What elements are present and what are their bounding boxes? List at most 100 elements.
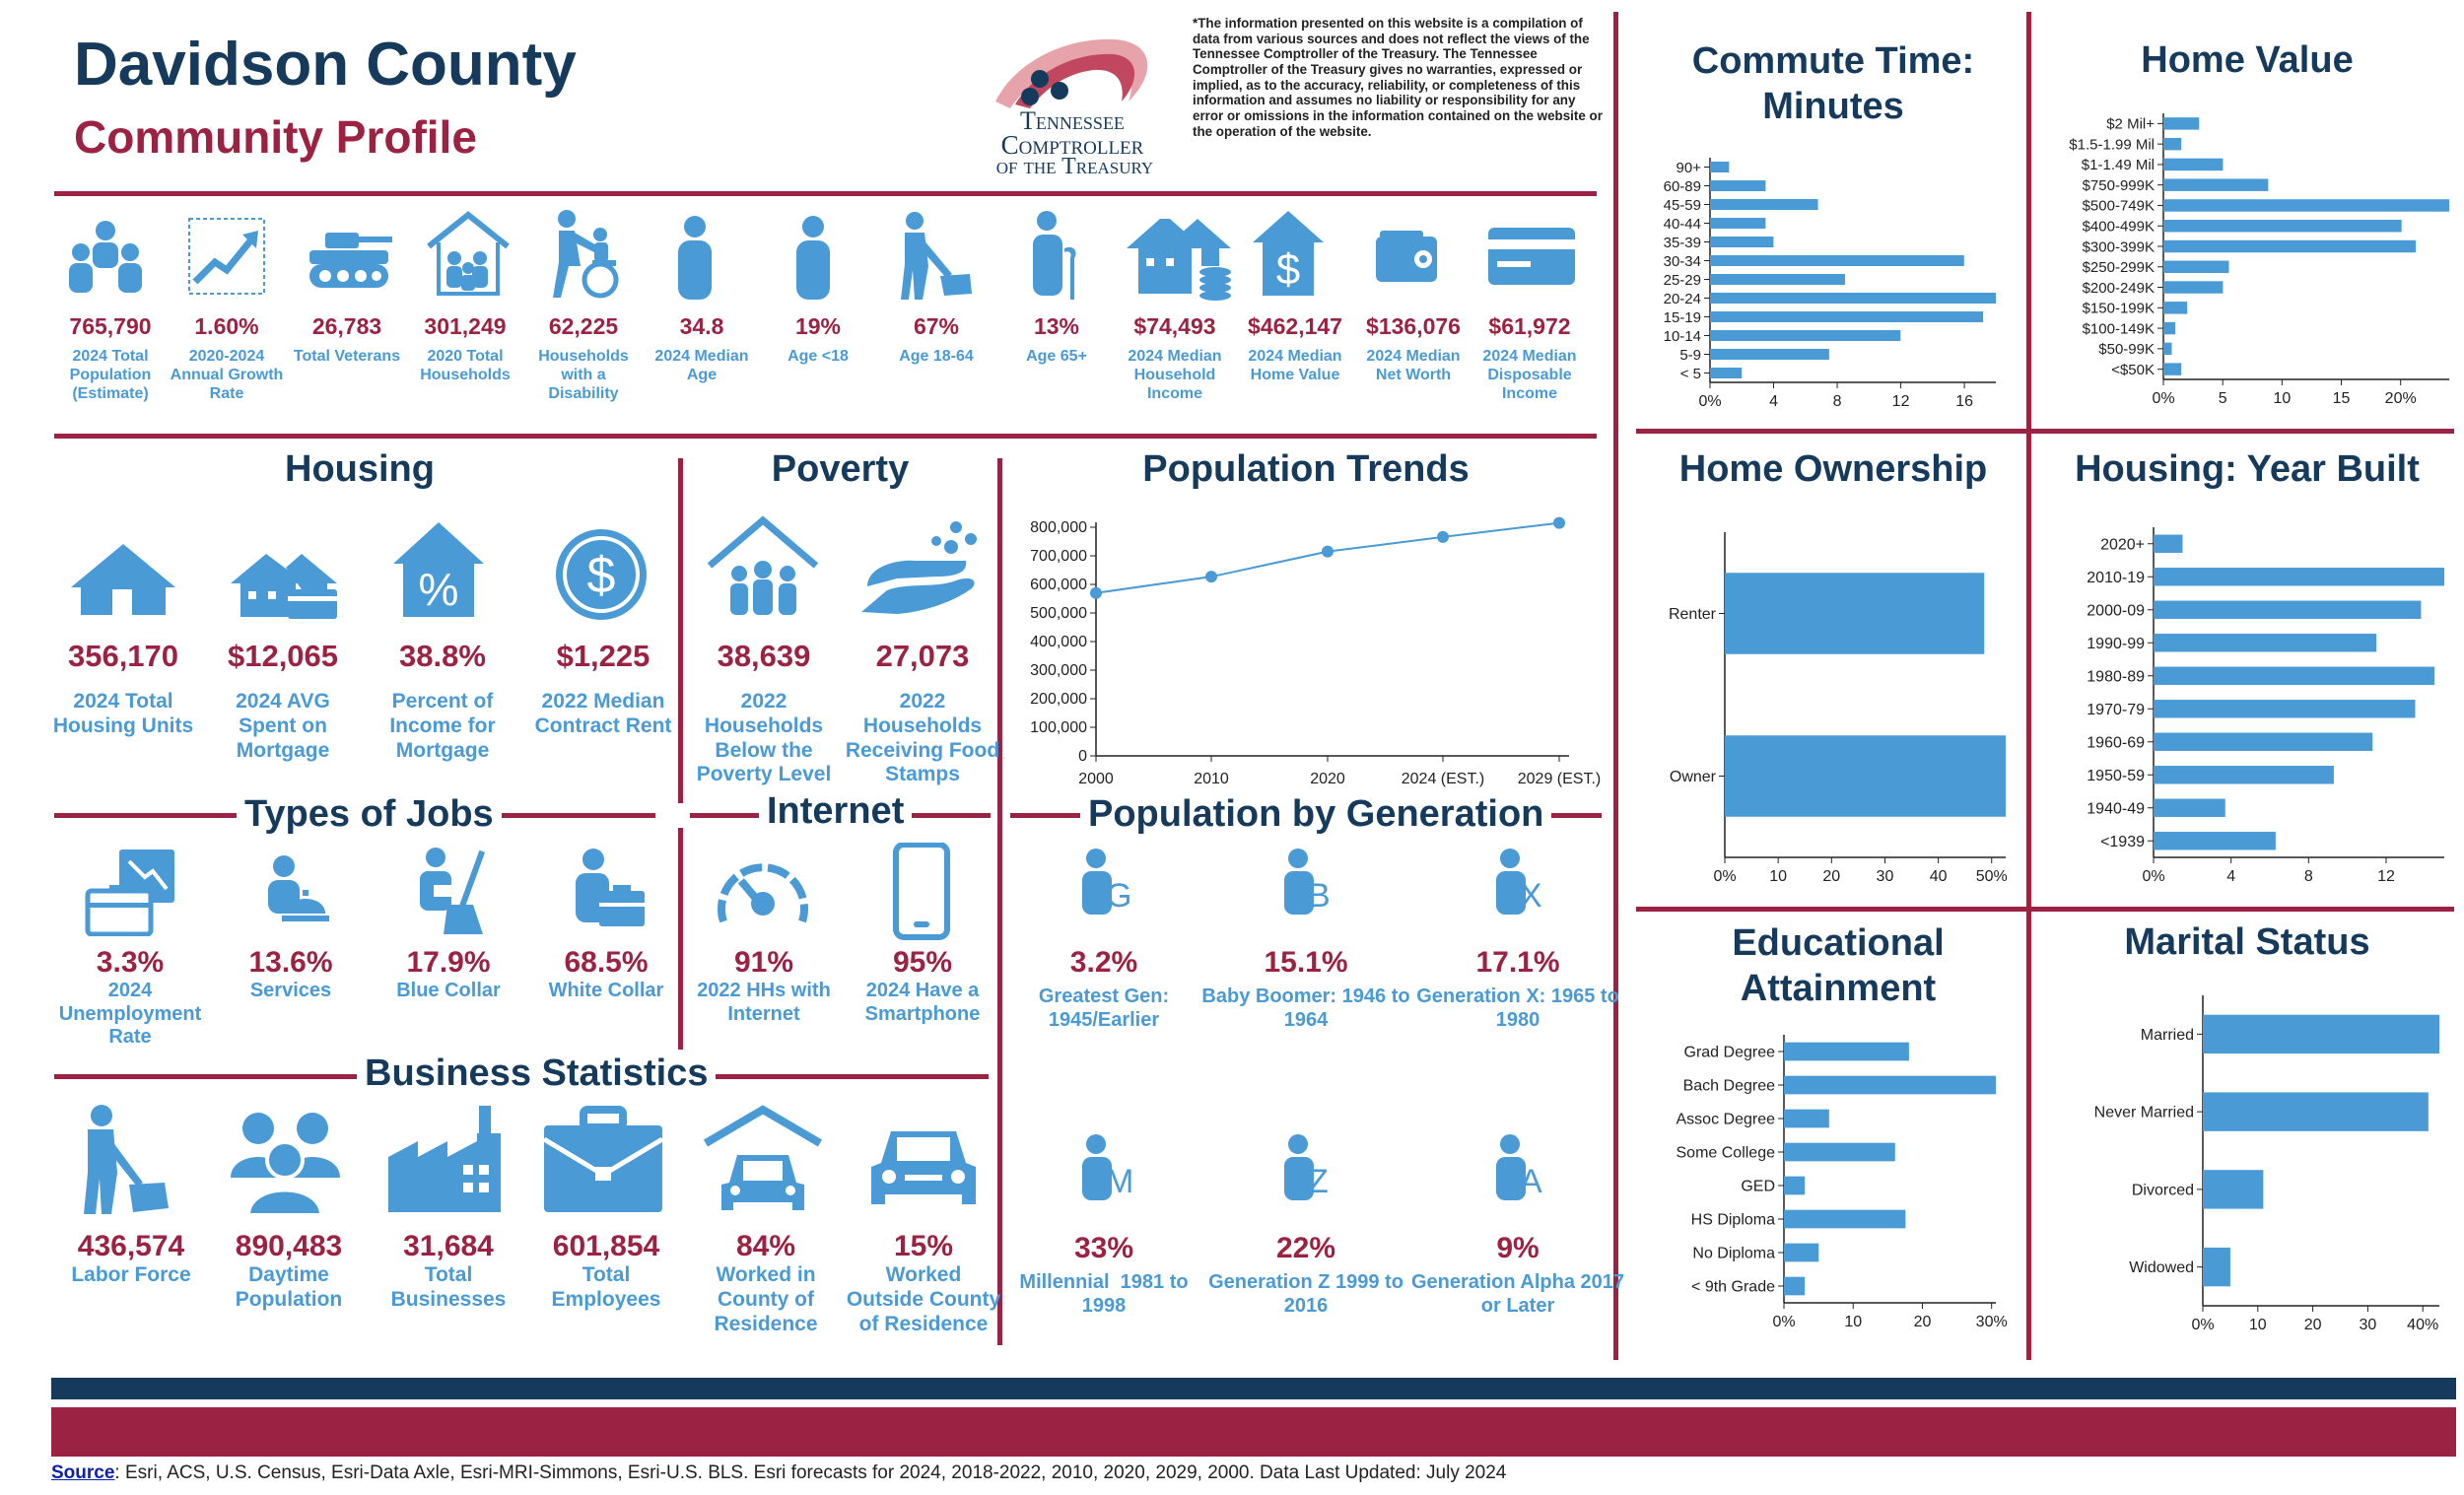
category-label: $750-999K (2083, 177, 2155, 194)
x-tick-label: 20 (1914, 1314, 1932, 1330)
divider-right-charts (2026, 12, 2031, 1360)
stat-value: 436,574 (77, 1230, 185, 1262)
household-icon (427, 211, 510, 296)
generation-label: Greatest Gen: 1945/Earlier (1038, 985, 1175, 1031)
stat-label: Total Businesses (390, 1263, 507, 1311)
x-tick-label: 5 (2219, 390, 2227, 407)
stat-value: 13% (1033, 313, 1080, 339)
generation-person-icon (1082, 1134, 1112, 1200)
stat-label: 2024 Total Population (Estimate) (69, 348, 152, 402)
stat-label: 2022 Households Receiving Food Stamps (845, 690, 1000, 786)
bar (1725, 735, 2006, 817)
x-tick-label: 2000 (1078, 771, 1114, 787)
category-label: $300-399K (2083, 238, 2155, 255)
population-trends-chart: 0 100,000 200,000 300,000 400,000 500,000 600,… (1030, 516, 1601, 787)
internet-title: Internet (759, 790, 913, 833)
x-tick-label: 40% (2407, 1317, 2438, 1333)
category-label: Assoc Degree (1677, 1112, 1776, 1128)
generation-letter: X (1520, 877, 1542, 915)
x-tick-label: 30 (2360, 1317, 2377, 1333)
x-tick-label: 0% (2142, 868, 2164, 885)
bar (1710, 329, 1901, 342)
category-label: 2020+ (2100, 536, 2145, 553)
stat-value: 3.3% (96, 946, 165, 979)
y-tick-label: 300,000 (1030, 662, 1087, 679)
x-tick-label: 4 (2226, 868, 2235, 885)
bar (2163, 321, 2176, 335)
stat-label: Daytime Population (235, 1263, 343, 1311)
divider-jobs-internet (678, 828, 683, 1050)
bar (1710, 310, 1984, 323)
bar (2154, 634, 2377, 652)
stat-label: 2024 Total Housing Units (52, 690, 194, 737)
stat-value: 26,783 (311, 313, 382, 339)
category-label: 1970-79 (2087, 702, 2145, 718)
stat-value: 13.6% (248, 946, 333, 979)
stat-value: 301,249 (424, 313, 507, 339)
bar (1784, 1109, 1829, 1128)
stat-label: 2022 Households Below the Poverty Level (696, 690, 832, 786)
category-label: < 5 (1680, 366, 1701, 382)
bar (2154, 766, 2334, 784)
stat-value: 62,225 (548, 313, 619, 339)
category-label: 2000-09 (2087, 602, 2145, 619)
y-tick-label: 0 (1078, 748, 1087, 765)
category-label: 1990-99 (2087, 636, 2145, 652)
category-label: 25-29 (1664, 272, 1701, 289)
bar (1710, 179, 1766, 192)
stat-value: $74,493 (1133, 313, 1216, 339)
generation-letter: M (1106, 1163, 1134, 1200)
top-stats-text: 765,790 2024 Total Population (Estimate) 1… (51, 313, 1599, 432)
office-worker-icon (576, 849, 645, 926)
stat-label: 2024 Unemployment Rate (58, 980, 202, 1049)
stat-value: $136,076 (1366, 313, 1461, 339)
stat-value: 38.8% (399, 639, 486, 673)
top-stats-row: $ (51, 197, 1599, 434)
stat-label: 2024 Have a Smartphone (864, 980, 981, 1025)
divider-right-main (1613, 12, 1618, 1360)
bar (2154, 832, 2276, 850)
y-tick-label: 800,000 (1030, 519, 1087, 536)
bar (1710, 292, 1996, 305)
svg-text:%: % (419, 564, 459, 615)
education-title: Educational Attainment (1732, 922, 1945, 1009)
category-label: $1.5-1.99 Mil (2069, 136, 2155, 153)
stat-value: 17.9% (406, 946, 491, 979)
generation-value: 3.2% (1069, 946, 1138, 979)
bar (2154, 700, 2416, 718)
category-label: $150-199K (2083, 301, 2155, 317)
x-tick-label: 20 (1822, 868, 1840, 885)
stat-value: 95% (892, 946, 953, 979)
stat-label: 2020 Total Households (420, 348, 511, 383)
stat-label: Services (249, 980, 332, 1001)
logo-line-1: Tennessee (1020, 106, 1125, 135)
stat-value: $1,225 (556, 639, 650, 673)
bar (1710, 254, 1964, 267)
stat-value: 19% (794, 313, 842, 339)
category-label: GED (1741, 1179, 1775, 1195)
generation-letter: B (1308, 877, 1331, 915)
bar (1725, 573, 1985, 654)
bar (2163, 363, 2182, 375)
category-label: $50-99K (2098, 341, 2155, 358)
svg-text:$: $ (587, 547, 616, 604)
x-tick-label: 0% (1698, 393, 1721, 410)
generation-label: Generation X: 1965 to 1980 (1416, 985, 1625, 1031)
bar (1784, 1042, 1909, 1061)
comptroller-logo: Tennessee Comptroller of the Treasury (956, 18, 1183, 179)
top-rule (54, 191, 1597, 196)
stat-label: 2022 HHs with Internet (697, 980, 831, 1025)
category-label: Never Married (2094, 1105, 2194, 1121)
stat-label: Age <18 (787, 348, 849, 365)
bar (1784, 1142, 1895, 1162)
x-tick-label: 8 (2304, 868, 2313, 885)
stat-label: Age 18-64 (899, 348, 974, 365)
smartphone-icon (893, 843, 950, 940)
house-dollar-icon: $ (1253, 211, 1324, 296)
category-label: 30-34 (1664, 253, 1701, 270)
source-link[interactable]: Source (51, 1462, 115, 1483)
stat-value: 765,790 (69, 313, 152, 339)
house-icon (71, 544, 175, 615)
generation-label: Baby Boomer: 1946 to 1964 (1201, 985, 1416, 1031)
population-trends-title: Population Trends (1142, 448, 1470, 490)
